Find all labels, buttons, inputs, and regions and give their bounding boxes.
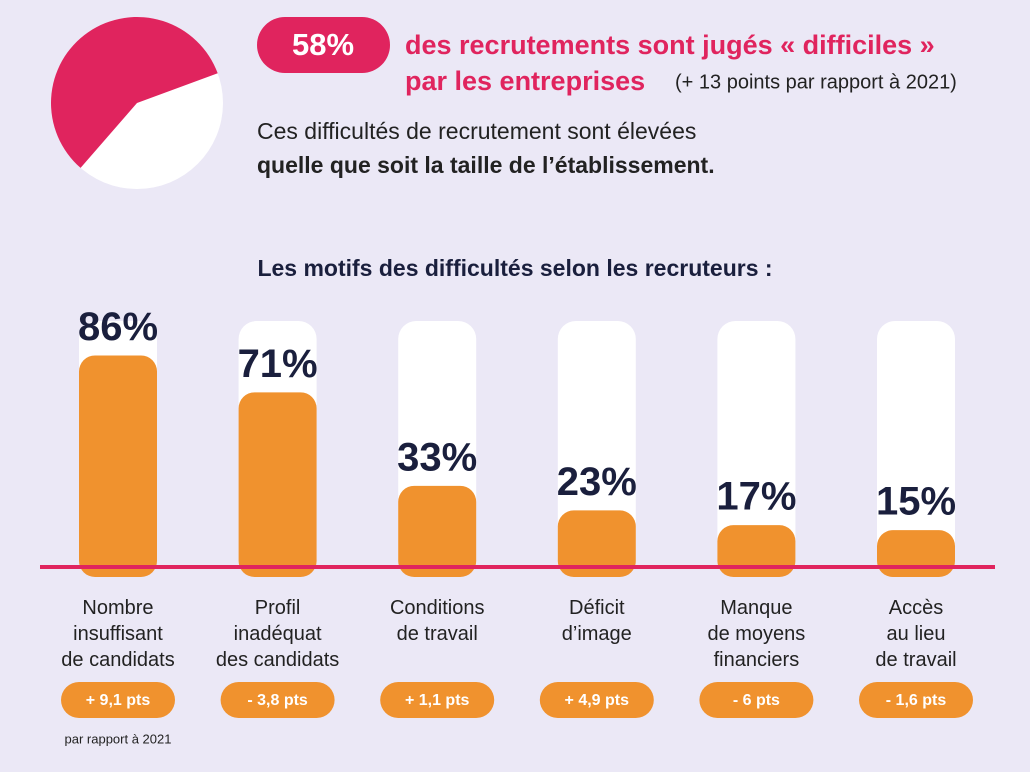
category-label: Accès au lieu de travail [875,597,956,671]
category-line: au lieu [887,623,946,645]
bar [877,530,955,577]
category-line: Nombre [82,597,153,619]
category-label: Manque de moyens financiers [707,597,805,671]
change-label: + 1,1 pts [405,692,470,709]
subtext: Ces difficultés de recrutement sont élev… [257,118,696,144]
change-label: - 1,6 pts [886,692,947,709]
category-line: inadéquat [234,623,322,645]
change-pill [380,682,495,718]
change-label: - 6 pts [733,692,780,709]
category-line: Accès [889,597,943,619]
headline-note: (+ 13 points par rapport à 2021) [675,71,957,93]
bar-track [877,321,955,577]
change-label: + 9,1 pts [86,692,151,709]
category-label: Nombre insuffisant de candidats [61,597,174,671]
category-line: de moyens [707,623,805,645]
value-label: 71% [238,342,318,386]
bar [398,485,477,577]
value-label: 86% [78,305,158,349]
pie-slice [50,16,218,168]
category-label: Déficit d’image [562,597,632,645]
bar [238,392,317,577]
headline-value: 58% [292,27,354,62]
bar-track [717,321,796,577]
headline-text: par les entreprises [405,66,645,96]
value-label: 33% [397,435,477,479]
change-pill [859,682,973,718]
category-line: de travail [875,649,956,671]
category-line: Profil [255,597,301,619]
category-line: des candidats [216,649,339,671]
category-line: de travail [397,623,478,645]
category-line: d’image [562,623,632,645]
chart-title: Les motifs des difficultés selon les rec… [257,255,772,281]
headline-pill [257,17,390,73]
change-pill [699,682,814,718]
bar [717,525,796,577]
change-label: - 3,8 pts [247,692,308,709]
category-line: financiers [714,649,800,671]
value-label: 15% [876,480,956,524]
category-label: Profil inadéquat des candidats [216,597,339,671]
headline-text: des recrutements sont jugés « difficiles… [405,30,935,60]
category-line: Manque [720,597,792,619]
category-line: insuffisant [73,623,163,645]
category-label: Conditions de travail [390,597,485,645]
category-line: Conditions [390,597,485,619]
bar [79,355,157,577]
subtext: quelle que soit la taille de l’établisse… [257,152,715,178]
change-pill [539,682,654,718]
category-line: Déficit [569,597,625,619]
bar [557,510,636,577]
change-pill [61,682,175,718]
category-line: de candidats [61,649,174,671]
value-label: 23% [557,460,637,504]
change-note: par rapport à 2021 [65,731,172,746]
change-label: + 4,9 pts [565,692,630,709]
change-pill [220,682,335,718]
value-label: 17% [716,475,796,519]
